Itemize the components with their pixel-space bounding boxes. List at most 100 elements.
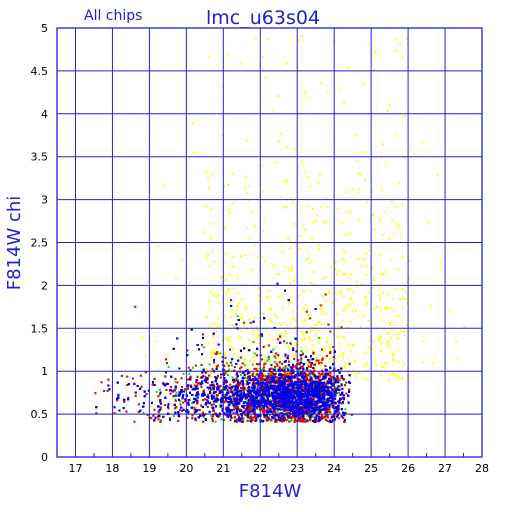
data-point <box>379 221 382 224</box>
data-point <box>215 329 218 332</box>
data-point <box>308 372 311 375</box>
data-point <box>241 297 244 300</box>
data-point <box>245 383 248 386</box>
data-point <box>280 373 283 375</box>
data-point <box>303 337 306 340</box>
data-point <box>284 355 287 358</box>
data-point <box>321 278 324 281</box>
data-point <box>237 336 240 339</box>
data-point <box>297 373 300 375</box>
data-point <box>298 378 301 381</box>
data-point <box>345 305 348 308</box>
data-point <box>365 252 368 255</box>
data-point <box>255 354 258 357</box>
data-point <box>387 345 390 348</box>
data-point <box>233 326 236 329</box>
data-point <box>215 353 218 355</box>
data-point <box>354 309 357 312</box>
data-point <box>278 361 281 364</box>
data-point <box>298 247 301 250</box>
data-point <box>257 368 260 371</box>
data-point <box>223 314 226 317</box>
data-point <box>158 388 161 391</box>
data-point <box>206 405 209 408</box>
data-point <box>266 408 269 411</box>
data-point <box>368 249 371 252</box>
data-point <box>311 405 314 408</box>
data-point <box>319 174 322 177</box>
data-point <box>337 377 340 380</box>
data-point <box>239 62 242 65</box>
data-point <box>334 386 337 389</box>
data-point <box>332 375 335 378</box>
data-point <box>344 384 346 387</box>
data-point <box>175 406 178 409</box>
data-point <box>387 342 390 345</box>
data-point <box>406 302 409 305</box>
data-point <box>309 317 312 320</box>
data-point <box>341 396 344 399</box>
data-point <box>204 398 207 401</box>
data-point <box>300 206 303 209</box>
data-point <box>341 319 344 322</box>
data-point <box>248 371 251 374</box>
data-point <box>288 346 290 349</box>
data-point <box>282 371 285 374</box>
data-point <box>234 313 237 315</box>
data-point <box>270 367 273 370</box>
data-point <box>324 365 327 367</box>
data-point <box>262 346 265 348</box>
data-point <box>305 258 308 261</box>
data-point <box>394 38 397 41</box>
data-point <box>336 329 339 332</box>
data-point <box>238 349 241 352</box>
data-point <box>248 408 251 411</box>
data-point <box>248 238 251 241</box>
data-point <box>281 388 284 391</box>
data-point <box>227 183 230 186</box>
data-point <box>232 255 235 258</box>
data-point <box>212 323 215 326</box>
data-point <box>298 389 301 392</box>
data-point <box>329 358 332 360</box>
data-point <box>286 181 289 184</box>
data-point <box>327 397 330 400</box>
data-point <box>256 372 259 375</box>
data-point <box>302 308 305 310</box>
data-point <box>343 101 345 104</box>
data-point <box>356 257 359 260</box>
data-point <box>293 365 296 368</box>
data-point <box>231 308 234 311</box>
data-point <box>240 313 243 316</box>
data-point <box>261 389 263 392</box>
data-point <box>300 350 303 353</box>
data-point <box>271 407 273 410</box>
data-point <box>283 417 286 420</box>
data-point <box>235 377 238 380</box>
data-point <box>282 408 284 411</box>
data-point <box>364 303 367 306</box>
data-point <box>238 400 241 403</box>
data-point <box>349 349 352 352</box>
data-point <box>306 369 309 372</box>
data-point <box>292 201 295 204</box>
data-point <box>239 330 242 333</box>
data-point <box>284 333 287 336</box>
data-point <box>220 418 223 421</box>
data-point <box>380 341 383 344</box>
data-point <box>264 377 267 380</box>
data-point <box>431 362 434 365</box>
data-point <box>436 174 439 177</box>
data-point <box>268 308 271 311</box>
data-point <box>377 51 380 54</box>
data-point <box>274 266 277 269</box>
data-point <box>385 305 388 308</box>
data-point <box>230 299 233 302</box>
data-point <box>341 393 344 396</box>
data-point <box>250 404 252 407</box>
data-point <box>388 379 391 382</box>
data-point <box>240 316 243 319</box>
data-point <box>255 390 258 393</box>
data-point <box>363 365 366 368</box>
